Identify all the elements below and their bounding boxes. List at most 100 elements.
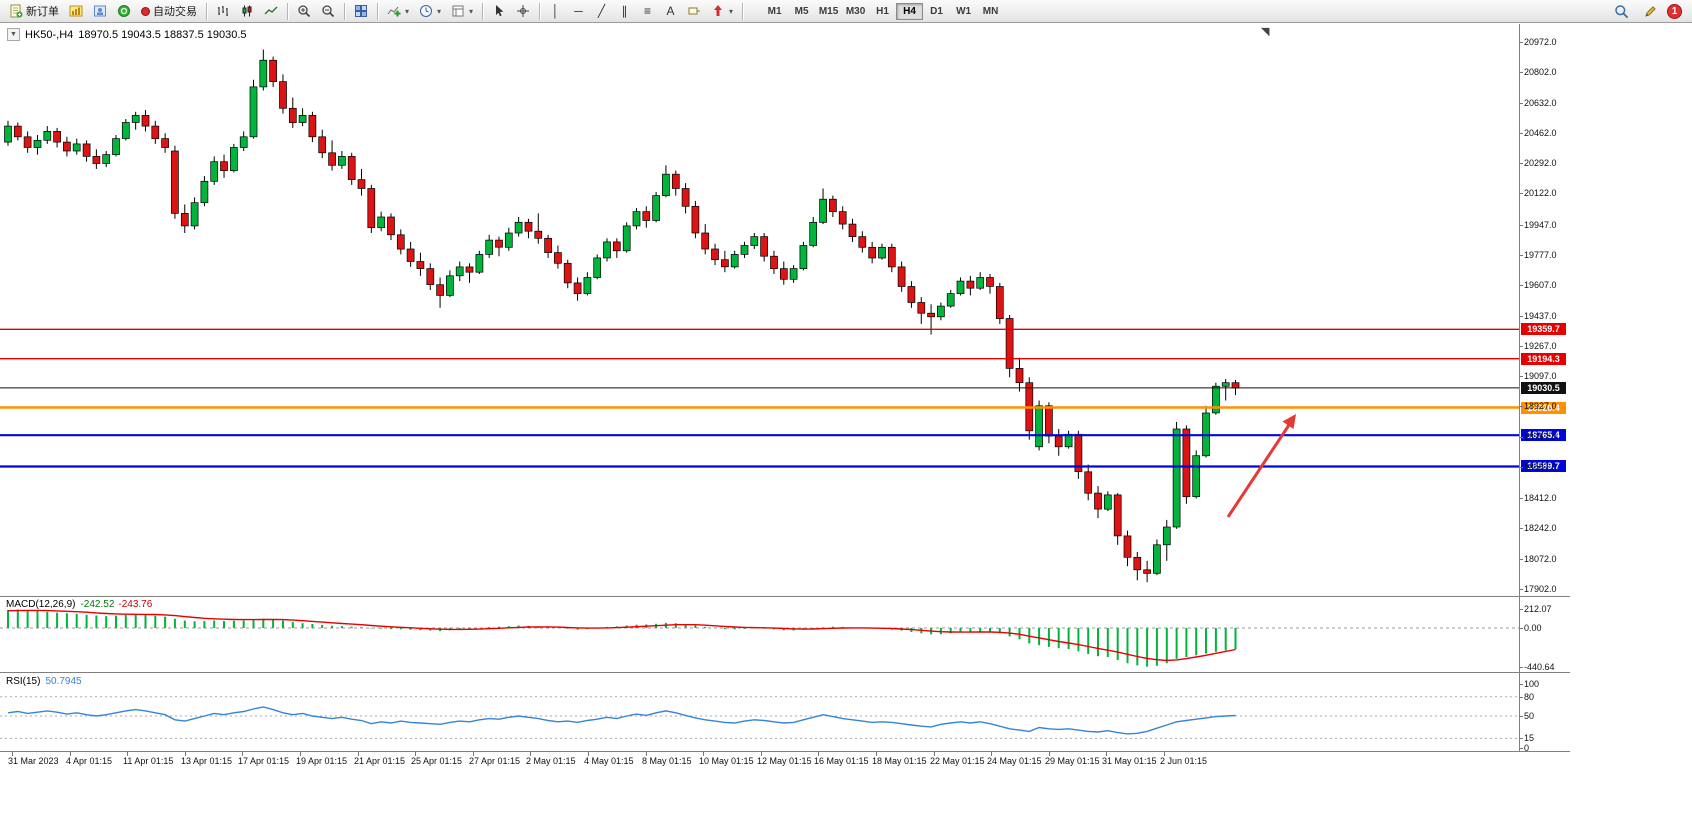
candlestick-body <box>887 246 896 268</box>
crosshair-tool-button[interactable] <box>512 2 534 21</box>
candlestick-body <box>868 246 877 259</box>
candlestick-body <box>1015 368 1024 384</box>
search-button[interactable] <box>1610 2 1633 21</box>
candlestick-body <box>230 147 238 172</box>
candlestick-body <box>838 211 847 225</box>
trend-arrow-object[interactable] <box>1226 424 1291 518</box>
text-tool-button[interactable]: A <box>660 2 681 21</box>
candlestick-body <box>63 141 71 152</box>
fibonacci-tool-button[interactable]: ≡ <box>637 2 658 21</box>
text-icon: A <box>666 3 675 18</box>
timeframe-d1[interactable]: D1 <box>930 5 943 17</box>
vertical-line-tool-button[interactable]: │ <box>545 2 566 21</box>
candlestick-body <box>396 234 405 250</box>
candlestick-body <box>102 154 111 164</box>
auto-trading-button[interactable]: 自动交易 <box>137 2 201 21</box>
chart-shift-marker[interactable]: ◥ <box>1261 26 1270 38</box>
profiles-icon <box>94 5 106 17</box>
candlestick-body <box>711 248 719 261</box>
candlestick-body <box>750 236 759 246</box>
fibonacci-icon: ≡ <box>644 3 652 18</box>
panel-separator[interactable] <box>0 672 1570 673</box>
trendline-tool-button[interactable]: ╱ <box>591 2 612 21</box>
candlestick-body <box>239 136 248 148</box>
zoom-out-button[interactable] <box>317 2 339 21</box>
candlestick-body <box>338 156 346 166</box>
candlestick-body <box>190 202 199 227</box>
candlestick-body <box>1212 385 1220 414</box>
zoom-in-button[interactable] <box>293 2 315 21</box>
arrows-tool-button[interactable]: ▾ <box>707 2 737 21</box>
timeframe-h1[interactable]: H1 <box>876 5 889 17</box>
timeframe-mn[interactable]: MN <box>982 5 999 17</box>
indicators-button[interactable]: ▾ <box>383 2 413 21</box>
candlestick-body <box>1133 556 1142 571</box>
notification-badge[interactable]: 1 <box>1667 3 1682 19</box>
candlestick-body <box>200 180 209 204</box>
price-axis-border <box>1519 24 1520 751</box>
bar-chart-mode-button[interactable] <box>212 2 234 21</box>
cursor-tool-button[interactable] <box>488 2 510 21</box>
rsi-axis-label: 100 <box>1524 679 1540 689</box>
trend-arrow-head <box>1282 414 1296 429</box>
toolbar-separator <box>742 2 744 20</box>
candlestick-body <box>534 230 543 239</box>
time-axis[interactable] <box>0 752 1570 779</box>
candlestick-body <box>573 282 582 294</box>
price-tag: 18589.7 <box>1521 460 1566 472</box>
chart-symbol-period: HK50-,H4 <box>25 28 74 41</box>
price-axis-label: 18412.0 <box>1524 493 1557 503</box>
macd-indicator-panel[interactable] <box>0 597 1519 672</box>
candlestick-body <box>937 305 945 318</box>
periods-button[interactable]: ▾ <box>415 2 445 21</box>
timeframe-m5[interactable]: M5 <box>794 5 809 17</box>
line-chart-mode-button[interactable] <box>260 2 282 21</box>
quick-trade-collapse-button[interactable]: ▼ <box>7 28 20 41</box>
candlestick-body <box>976 277 985 289</box>
price-axis-label: 20972.0 <box>1524 37 1557 47</box>
chevron-down-icon: ▾ <box>405 6 410 16</box>
price-axis-label: 19607.0 <box>1524 280 1557 290</box>
main-chart-plot[interactable] <box>0 24 1519 596</box>
channel-tool-button[interactable]: ∥ <box>614 2 635 21</box>
timeframe-m1[interactable]: M1 <box>767 5 782 17</box>
horizontal-line-tool-button[interactable]: ─ <box>568 2 589 21</box>
timeframe-w1[interactable]: W1 <box>956 5 972 17</box>
candlestick-body <box>495 239 503 248</box>
timeframe-m30[interactable]: M30 <box>845 5 866 17</box>
candlestick-icon <box>242 5 252 17</box>
candlestick-body <box>1054 435 1063 448</box>
candlestick-body <box>789 268 798 280</box>
tile-windows-button[interactable] <box>350 2 372 21</box>
candlestick-body <box>249 86 258 138</box>
chevron-down-icon: ▾ <box>729 6 734 16</box>
label-tool-button[interactable] <box>683 2 705 21</box>
profiles-button[interactable] <box>89 2 111 21</box>
indicators-plus-icon <box>387 6 401 17</box>
zoom-in-icon <box>298 5 311 18</box>
templates-button[interactable]: ▾ <box>447 2 477 21</box>
candlestick-body <box>308 115 317 138</box>
timeframe-m15[interactable]: M15 <box>818 5 839 17</box>
new-order-button[interactable]: 新订单 <box>5 2 63 21</box>
tile-windows-icon <box>355 5 367 17</box>
charts-window-button[interactable] <box>65 2 87 21</box>
toolbar-separator <box>539 2 541 20</box>
candlestick-body <box>171 150 179 214</box>
auto-trading-status-icon <box>141 6 150 16</box>
panel-separator[interactable] <box>0 596 1570 597</box>
candlestick-mode-button[interactable] <box>236 2 258 21</box>
price-axis-label: 19267.0 <box>1524 341 1557 351</box>
edit-button[interactable] <box>1639 2 1662 21</box>
candlestick-body <box>298 115 307 123</box>
data-window-button[interactable] <box>113 2 135 21</box>
pencil-icon <box>1645 5 1656 17</box>
rsi-indicator-panel[interactable] <box>0 673 1519 751</box>
crosshair-icon <box>517 5 530 17</box>
candlestick-body <box>897 266 906 287</box>
new-order-icon <box>10 4 23 18</box>
candlestick-body <box>288 107 297 123</box>
panel-separator[interactable] <box>0 751 1570 752</box>
toolbar-separator <box>482 2 484 20</box>
timeframe-h4[interactable]: H4 <box>896 2 924 20</box>
